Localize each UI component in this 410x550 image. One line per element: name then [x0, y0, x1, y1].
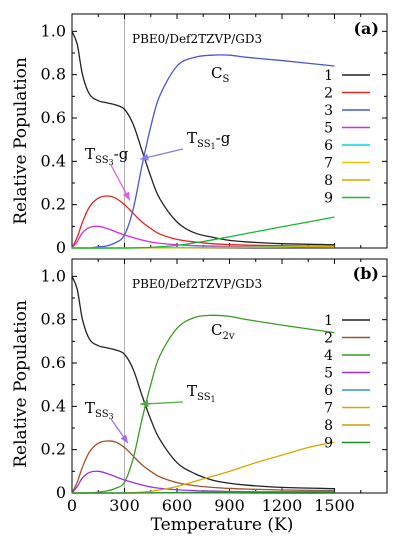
legend-label-b-4: 4 [324, 348, 333, 364]
x-tick-label-b: 300 [109, 496, 140, 515]
legend-label-a-5: 5 [324, 121, 333, 137]
x-tick-label-b: 0 [67, 496, 77, 515]
series-line-b-1 [71, 276, 335, 490]
plot-frame-b [71, 258, 388, 494]
y-tick-label-b: 1.0 [41, 266, 66, 285]
series-line-a-5 [71, 225, 335, 249]
series-line-a-2 [71, 195, 335, 249]
x-tick-label-b: 600 [162, 496, 193, 515]
annotation-arrowhead-b-1 [120, 434, 128, 444]
y-tick-label-b: 0.8 [41, 310, 66, 329]
annotation-b-3: C2v [211, 321, 235, 342]
legend-label-a-8: 8 [324, 173, 333, 189]
x-tick-label-b: 1200 [262, 496, 303, 515]
annotation-a-3: CS [211, 64, 229, 85]
series-line-a-1 [71, 31, 335, 246]
legend-label-a-3: 3 [324, 103, 333, 119]
annotation-arrowhead-a-1 [122, 191, 130, 201]
y-tick-label-a: 1.0 [41, 21, 66, 40]
y-tick-label-b: 0 [56, 483, 66, 502]
legend-label-b-8: 8 [324, 418, 333, 434]
legend-label-b-5: 5 [324, 366, 333, 382]
series-line-b-2 [71, 440, 335, 494]
x-tick-label-b: 900 [214, 496, 245, 515]
y-tick-label-a: 0.4 [41, 151, 66, 170]
legend-label-a-2: 2 [324, 86, 333, 102]
y-tick-label-a: 0.2 [41, 195, 66, 214]
legend-label-b-2: 2 [324, 331, 333, 347]
legend-label-b-1: 1 [324, 313, 333, 329]
annotation-a-1: TSS3-g [85, 145, 129, 167]
panel-a: 0 0.2 0.4 0.6 0.8 1.0 (a) PBE0/Def2TZVP/GD3 1 23 5… [41, 13, 388, 257]
panel-label-a: (a) [353, 19, 379, 38]
legend-label-b-7: 7 [324, 401, 333, 417]
series-line-b-4 [71, 314, 335, 494]
y-tick-label-b: 0.6 [41, 353, 66, 372]
legend-label-b-9: 9 [324, 436, 333, 452]
annotation-arrowhead-b-2 [140, 400, 149, 408]
method-label-b: PBE0/Def2TZVP/GD3 [132, 277, 262, 291]
series-line-a-3 [72, 54, 335, 249]
legend-label-a-7: 7 [324, 156, 333, 172]
y-tick-label-b: 0.2 [41, 440, 66, 459]
legend-label-a-1: 1 [324, 68, 333, 84]
y-tick-label-a: 0 [56, 238, 66, 257]
series-line-b-9 [71, 491, 335, 494]
series-line-a-9 [71, 216, 335, 249]
y-axis-title-a: Relative Population [11, 57, 31, 225]
legend-label-a-6: 6 [324, 138, 333, 154]
legend-label-a-9: 9 [324, 191, 333, 207]
x-tick-label-b: 1500 [314, 496, 355, 515]
y-tick-label-a: 0.6 [41, 108, 66, 127]
series-line-b-7 [71, 441, 335, 494]
x-axis-title: Temperature (K) [151, 515, 294, 535]
series-line-b-5 [71, 470, 335, 494]
annotation-b-2: TSS1 [187, 382, 216, 404]
y-axis-title-b: Relative Population [11, 300, 31, 468]
annotation-a-2: TSS1-g [187, 129, 231, 151]
method-label-a: PBE0/Def2TZVP/GD3 [132, 32, 262, 46]
panel-b: 0 300 600 900 1200 1500 0 0.2 0.4 0.6 0.8 1.0 (b) PBE… [41, 258, 388, 515]
legend-label-b-6: 6 [324, 383, 333, 399]
panel-label-b: (b) [353, 264, 379, 283]
annotation-b-1: TSS3 [85, 399, 114, 421]
y-tick-label-a: 0.8 [41, 65, 66, 84]
y-tick-label-b: 0.4 [41, 396, 66, 415]
annotation-arrowhead-a-2 [140, 153, 149, 161]
